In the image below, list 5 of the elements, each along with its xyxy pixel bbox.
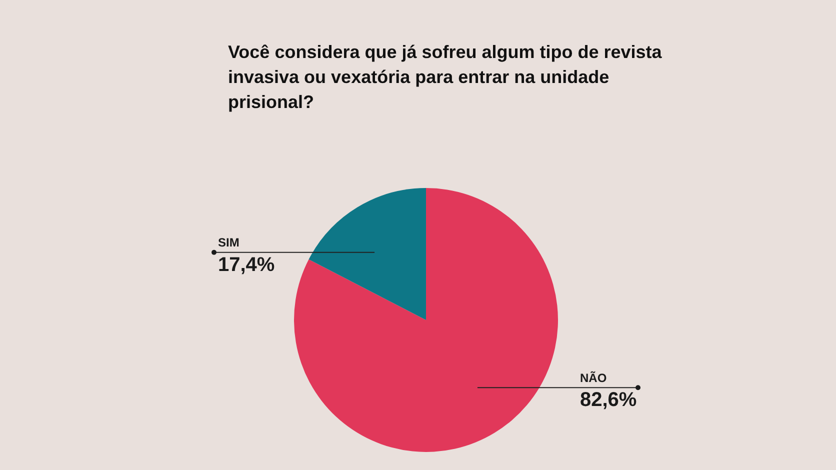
chart-title: Você considera que já sofreu algum tipo de revista invasiva ou vexatória para entrar na unidade prisional? xyxy=(228,41,663,114)
data-label: 17,4% xyxy=(218,254,275,276)
slice-label: NÃO xyxy=(580,370,607,385)
data-label: 82,6% xyxy=(580,389,637,412)
slice-label: SIM xyxy=(218,236,240,250)
